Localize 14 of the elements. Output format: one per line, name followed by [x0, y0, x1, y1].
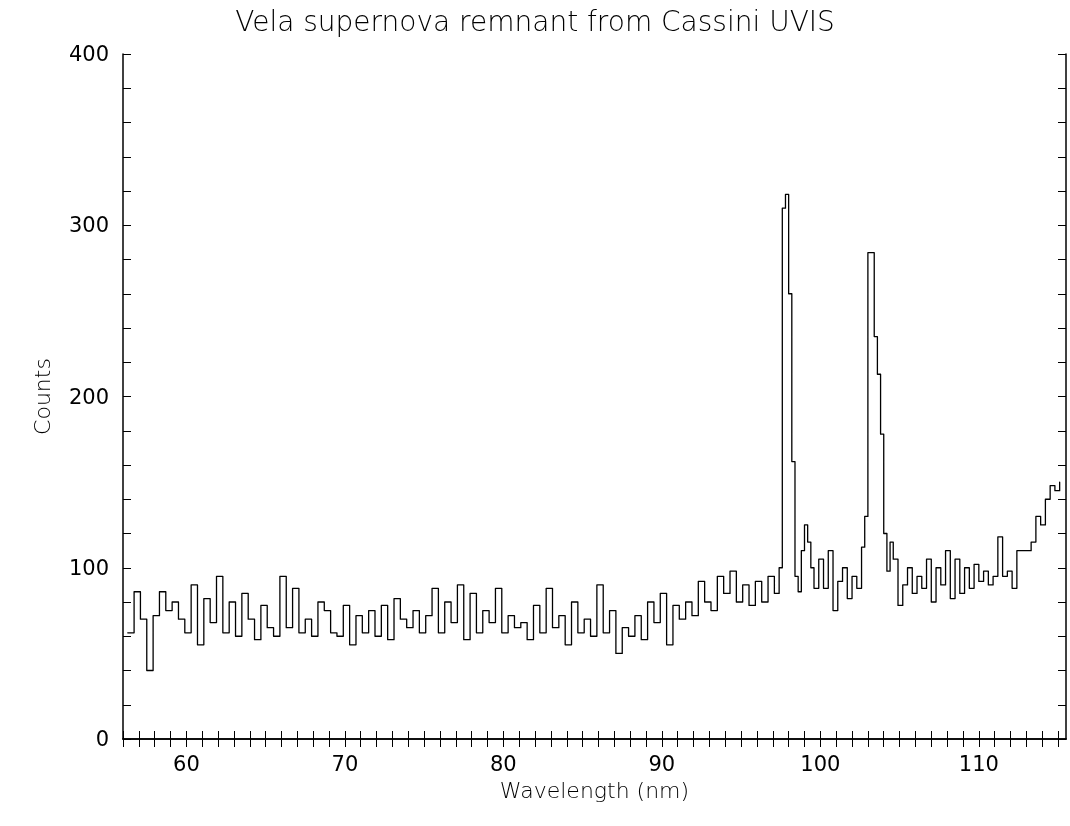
- x-tick-label: 100: [800, 751, 841, 776]
- x-tick-label: 90: [648, 751, 676, 776]
- x-tick-label: 110: [958, 751, 999, 776]
- y-tick-label: 300: [68, 213, 109, 238]
- chart-title: Vela supernova remnant from Cassini UVIS: [235, 4, 835, 38]
- y-tick-label: 400: [68, 42, 109, 66]
- y-tick-label: 0: [95, 727, 109, 751]
- x-axis-title: Wavelength (nm): [499, 777, 690, 803]
- x-tick-label: 60: [173, 751, 200, 776]
- y-tick-label: 200: [68, 384, 109, 409]
- x-tick-label: 80: [490, 751, 517, 776]
- x-tick-label: 70: [331, 751, 359, 776]
- y-axis-title: Counts: [29, 358, 55, 435]
- y-tick-label: 100: [68, 555, 109, 580]
